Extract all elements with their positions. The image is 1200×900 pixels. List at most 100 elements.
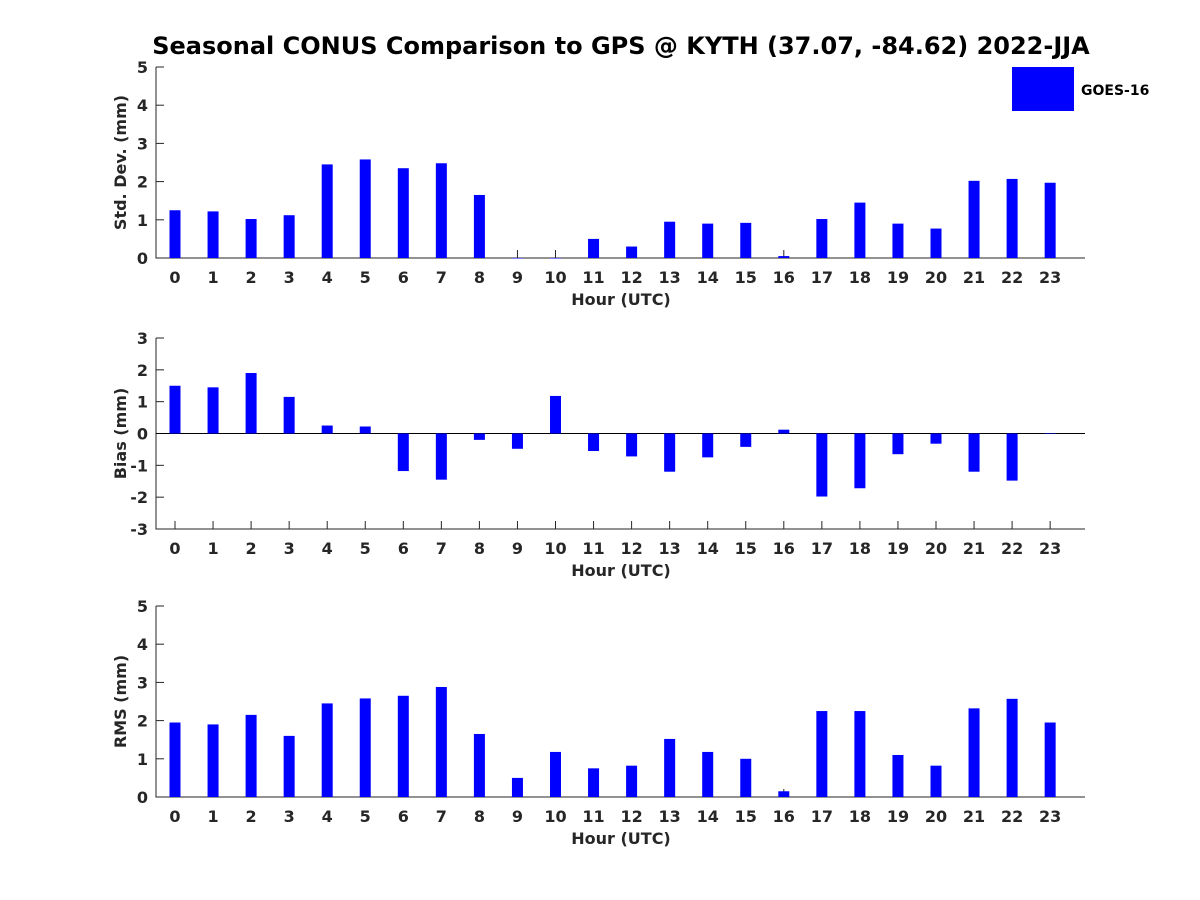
- std-dev-xtick-label: 5: [360, 268, 371, 287]
- std-dev-ytick-label: 2: [137, 173, 148, 192]
- rms-bar-11: [588, 768, 600, 797]
- std-dev-bar-3: [283, 215, 295, 258]
- rms-bar-4: [321, 703, 333, 797]
- std-dev-ytick-label: 5: [137, 58, 148, 77]
- bias-bar-9: [511, 433, 523, 449]
- rms-ytick-label: 0: [137, 788, 148, 807]
- bias-xtick-label: 23: [1039, 539, 1061, 558]
- rms-bar-12: [626, 765, 638, 797]
- bias-bar-18: [854, 433, 866, 489]
- bias-bar-15: [740, 433, 752, 447]
- rms-xtick-label: 16: [773, 807, 795, 826]
- bias-xlabel: Hour (UTC): [571, 561, 671, 580]
- bias-bar-3: [283, 396, 295, 434]
- rms-xtick-label: 4: [322, 807, 333, 826]
- std-dev-bar-20: [930, 228, 942, 258]
- std-dev-xtick-label: 21: [963, 268, 985, 287]
- bias-bar-7: [435, 433, 447, 480]
- rms-bar-2: [245, 714, 257, 797]
- std-dev-bar-2: [245, 219, 257, 258]
- bias-bar-20: [930, 433, 942, 444]
- rms-ytick-label: 3: [137, 673, 148, 692]
- bias-bar-23: [1044, 433, 1056, 434]
- std-dev-xtick-label: 6: [398, 268, 409, 287]
- bias-bar-10: [550, 395, 561, 434]
- std-dev-bar-12: [626, 246, 638, 258]
- std-dev-xtick-label: 10: [544, 268, 566, 287]
- rms-bar-7: [435, 686, 447, 797]
- rms-xtick-label: 3: [284, 807, 295, 826]
- bias-ytick-label: 1: [137, 393, 148, 412]
- rms-bar-0: [169, 722, 181, 797]
- rms-xlabel: Hour (UTC): [571, 829, 671, 848]
- std-dev-xtick-label: 23: [1039, 268, 1061, 287]
- rms-xtick-label: 10: [544, 807, 566, 826]
- bias-bar-17: [816, 433, 828, 497]
- bias-ytick-label: -2: [130, 488, 148, 507]
- std-dev-bar-15: [740, 222, 752, 258]
- rms-ylabel: RMS (mm): [111, 655, 130, 748]
- bias-xtick-label: 17: [811, 539, 833, 558]
- std-dev-bar-6: [397, 168, 409, 258]
- rms-xtick-label: 13: [659, 807, 681, 826]
- rms-bar-17: [816, 711, 828, 797]
- bias-xtick-label: 12: [620, 539, 642, 558]
- bias-bar-16: [778, 429, 790, 434]
- bias-ytick-label: 0: [137, 425, 148, 444]
- bias-xtick-label: 3: [284, 539, 295, 558]
- std-dev-xtick-label: 8: [474, 268, 485, 287]
- rms-xtick-label: 22: [1001, 807, 1023, 826]
- bias-bar-2: [245, 373, 257, 434]
- rms-ytick-label: 2: [137, 712, 148, 731]
- std-dev-xtick-label: 12: [620, 268, 642, 287]
- rms-bar-3: [283, 735, 295, 797]
- std-dev-xtick-label: 15: [735, 268, 757, 287]
- bias-bar-14: [702, 433, 714, 458]
- legend: GOES-16: [1012, 67, 1149, 111]
- bias-xtick-label: 1: [207, 539, 218, 558]
- std-dev-bar-16: [778, 256, 790, 258]
- std-dev-xtick-label: 3: [284, 268, 295, 287]
- bias-xtick-label: 6: [398, 539, 409, 558]
- bias-ytick-label: -1: [130, 456, 148, 475]
- bias-xtick-label: 20: [925, 539, 947, 558]
- rms-bar-19: [892, 754, 904, 797]
- rms-xtick-label: 12: [620, 807, 642, 826]
- rms-bar-5: [359, 698, 371, 797]
- std-dev-bar-23: [1044, 182, 1056, 258]
- std-dev-xtick-label: 0: [169, 268, 180, 287]
- rms-xtick-label: 20: [925, 807, 947, 826]
- bias-xtick-label: 10: [544, 539, 566, 558]
- std-dev-bar-21: [968, 180, 980, 258]
- rms-xtick-label: 19: [887, 807, 909, 826]
- bias-bar-5: [359, 426, 371, 434]
- rms-bar-8: [473, 733, 485, 797]
- rms-bar-18: [854, 711, 866, 797]
- bias-xtick-label: 0: [169, 539, 180, 558]
- std-dev-bar-10: [550, 258, 561, 259]
- rms-xtick-label: 7: [436, 807, 447, 826]
- std-dev-bar-17: [816, 219, 828, 258]
- bias-bar-12: [626, 433, 638, 457]
- bias-xtick-label: 8: [474, 539, 485, 558]
- std-dev-bar-18: [854, 202, 866, 258]
- std-dev-bar-19: [892, 223, 904, 258]
- rms-xtick-label: 21: [963, 807, 985, 826]
- bias-ytick-label: 3: [137, 329, 148, 348]
- bias-bar-13: [664, 433, 676, 472]
- std-dev-bar-5: [359, 159, 371, 258]
- std-dev-xtick-label: 11: [582, 268, 604, 287]
- rms-ytick-label: 5: [137, 597, 148, 616]
- rms-bar-13: [664, 738, 676, 797]
- rms-xtick-label: 17: [811, 807, 833, 826]
- bias-ylabel: Bias (mm): [111, 388, 130, 480]
- rms-bar-1: [207, 724, 219, 797]
- rms-xtick-label: 9: [512, 807, 523, 826]
- rms-bar-14: [702, 751, 714, 797]
- chart-title: Seasonal CONUS Comparison to GPS @ KYTH …: [152, 32, 1090, 60]
- bias-xtick-label: 18: [849, 539, 871, 558]
